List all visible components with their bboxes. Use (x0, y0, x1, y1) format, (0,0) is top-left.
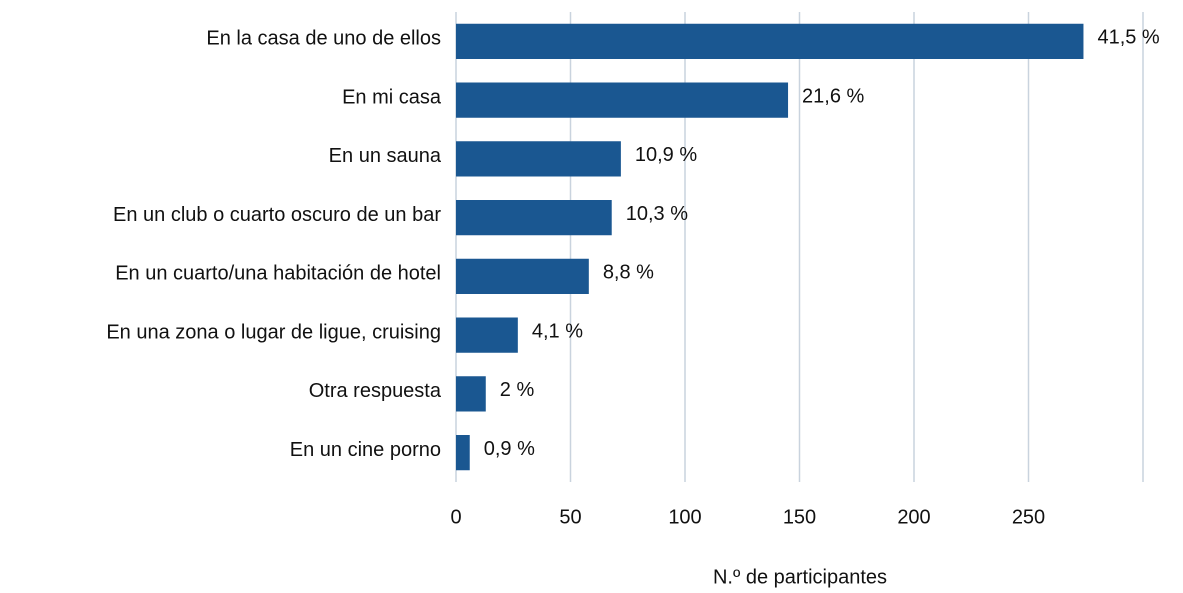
x-tick-label: 50 (559, 506, 581, 528)
bar (456, 82, 789, 118)
x-tick-label: 100 (668, 506, 701, 528)
y-tick-label: En mi casa (342, 86, 442, 108)
bar (456, 317, 518, 353)
data-label: 10,9 % (635, 144, 697, 166)
data-label: 0,9 % (484, 438, 535, 460)
x-tick-label: 250 (1012, 506, 1045, 528)
y-tick-label: Otra respuesta (309, 380, 442, 402)
data-label: 8,8 % (603, 262, 654, 284)
x-tick-label: 150 (783, 506, 816, 528)
bar (456, 23, 1084, 59)
bar (456, 258, 589, 294)
data-label: 2 % (500, 379, 535, 401)
x-tick-label: 200 (897, 506, 930, 528)
x-axis-label: N.º de participantes (713, 566, 887, 588)
data-label: 21,6 % (802, 85, 864, 107)
data-label: 41,5 % (1097, 27, 1159, 49)
y-tick-label: En una zona o lugar de ligue, cruising (106, 321, 441, 343)
data-label: 4,1 % (532, 320, 583, 342)
bar (456, 376, 486, 412)
bar (456, 141, 621, 177)
y-tick-label: En la casa de uno de ellos (206, 28, 441, 50)
y-tick-label: En un cuarto/una habitación de hotel (115, 263, 441, 285)
bar (456, 435, 470, 471)
y-tick-label: En un club o cuarto oscuro de un bar (113, 204, 441, 226)
bar (456, 200, 612, 236)
x-tick-label: 0 (450, 506, 461, 528)
y-tick-label: En un cine porno (290, 439, 441, 461)
data-label: 10,3 % (626, 203, 688, 225)
y-tick-label: En un sauna (329, 145, 442, 167)
